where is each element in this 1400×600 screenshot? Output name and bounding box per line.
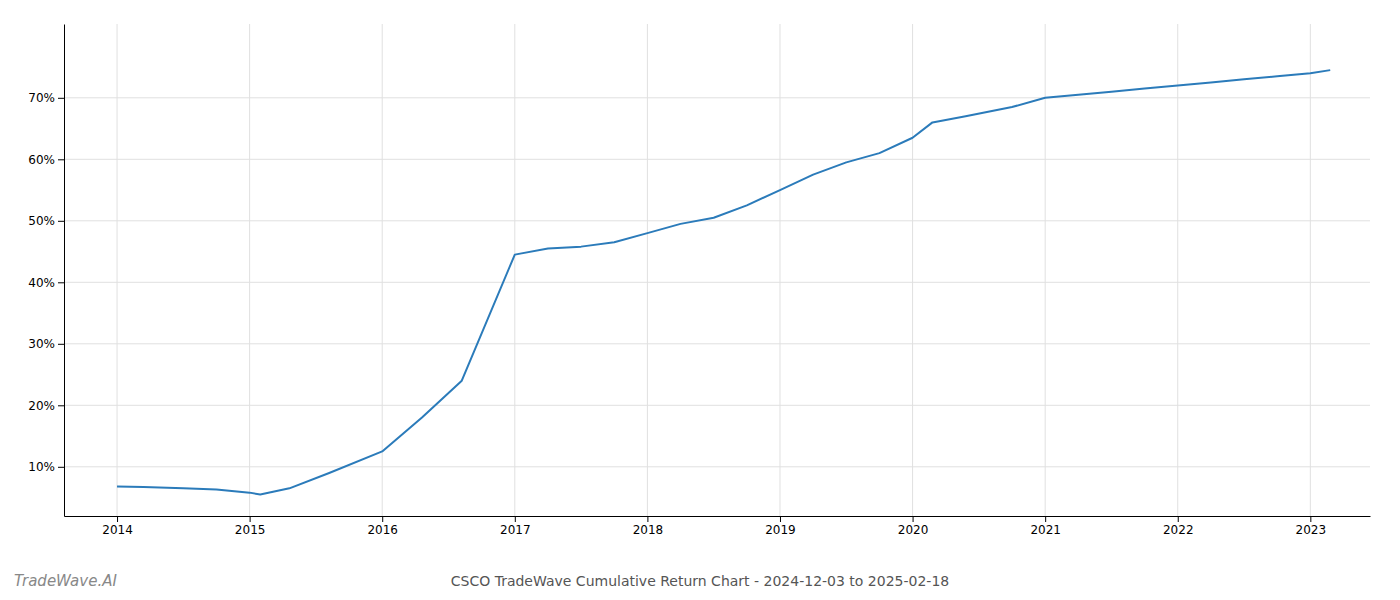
tick-label: 50% xyxy=(28,214,55,228)
grid-line xyxy=(64,97,1370,98)
data-line xyxy=(117,70,1330,494)
tick: 2020 xyxy=(898,516,929,537)
tick-mark xyxy=(1178,516,1179,522)
tick: 60% xyxy=(28,153,64,167)
tick-mark xyxy=(58,405,64,406)
tick-mark xyxy=(58,344,64,345)
tick-label: 2019 xyxy=(765,523,796,537)
tick-mark xyxy=(1045,516,1046,522)
tick: 2015 xyxy=(235,516,266,537)
tick-label: 70% xyxy=(28,91,55,105)
tick: 30% xyxy=(28,337,64,351)
tick-label: 20% xyxy=(28,399,55,413)
grid-line xyxy=(64,405,1370,406)
tick-mark xyxy=(913,516,914,522)
watermark: TradeWave.AI xyxy=(14,572,117,590)
plot-area xyxy=(117,70,1330,494)
tick-mark xyxy=(58,282,64,283)
tick-mark xyxy=(58,221,64,222)
tick: 2022 xyxy=(1163,516,1194,537)
title: CSCO TradeWave Cumulative Return Chart -… xyxy=(451,573,949,589)
tick-label: 2018 xyxy=(633,523,664,537)
tick-label: 2020 xyxy=(898,523,929,537)
tick: 2018 xyxy=(633,516,664,537)
grid-line xyxy=(64,343,1370,344)
grid-line xyxy=(64,466,1370,467)
tick-mark xyxy=(515,516,516,522)
y-axis: 10% 20% 30% 40% 50% 60% 70% xyxy=(28,25,64,517)
tick-label: 30% xyxy=(28,337,55,351)
tick-label: 2017 xyxy=(500,523,531,537)
tick-mark xyxy=(647,516,648,522)
tick-label: 2022 xyxy=(1163,523,1194,537)
grid-line xyxy=(64,220,1370,221)
grid xyxy=(64,24,1370,516)
tick-mark xyxy=(117,516,118,522)
tick: 2016 xyxy=(367,516,398,537)
tick-label: 40% xyxy=(28,276,55,290)
axis-line xyxy=(65,516,1371,517)
tick: 2019 xyxy=(765,516,796,537)
tick-mark xyxy=(58,467,64,468)
tick: 2023 xyxy=(1296,516,1327,537)
tick-label: 2014 xyxy=(102,523,133,537)
tick-label: 60% xyxy=(28,153,55,167)
grid-line xyxy=(64,282,1370,283)
chart: 2014 2015 2016 2017 2018 2019 2020 2021 2022 2023… xyxy=(0,0,1400,600)
x-axis: 2014 2015 2016 2017 2018 2019 2020 2021 2022 2023 xyxy=(65,516,1371,537)
tick-label: 2021 xyxy=(1030,523,1061,537)
tick: 2021 xyxy=(1030,516,1061,537)
tick: 2017 xyxy=(500,516,531,537)
tick-mark xyxy=(250,516,251,522)
tick: 50% xyxy=(28,214,64,228)
tick: 10% xyxy=(28,460,64,474)
tick-label: 2023 xyxy=(1296,523,1327,537)
tick-mark xyxy=(58,159,64,160)
tick: 20% xyxy=(28,399,64,413)
tick-mark xyxy=(1310,516,1311,522)
tick-label: 2016 xyxy=(367,523,398,537)
tick-mark xyxy=(58,98,64,99)
tick-mark xyxy=(780,516,781,522)
tick-label: 2015 xyxy=(235,523,266,537)
tick: 70% xyxy=(28,91,64,105)
tick: 2014 xyxy=(102,516,133,537)
axis-line xyxy=(64,25,65,517)
tick-label: 10% xyxy=(28,460,55,474)
tick-mark xyxy=(382,516,383,522)
grid-line xyxy=(64,159,1370,160)
tick: 40% xyxy=(28,276,64,290)
